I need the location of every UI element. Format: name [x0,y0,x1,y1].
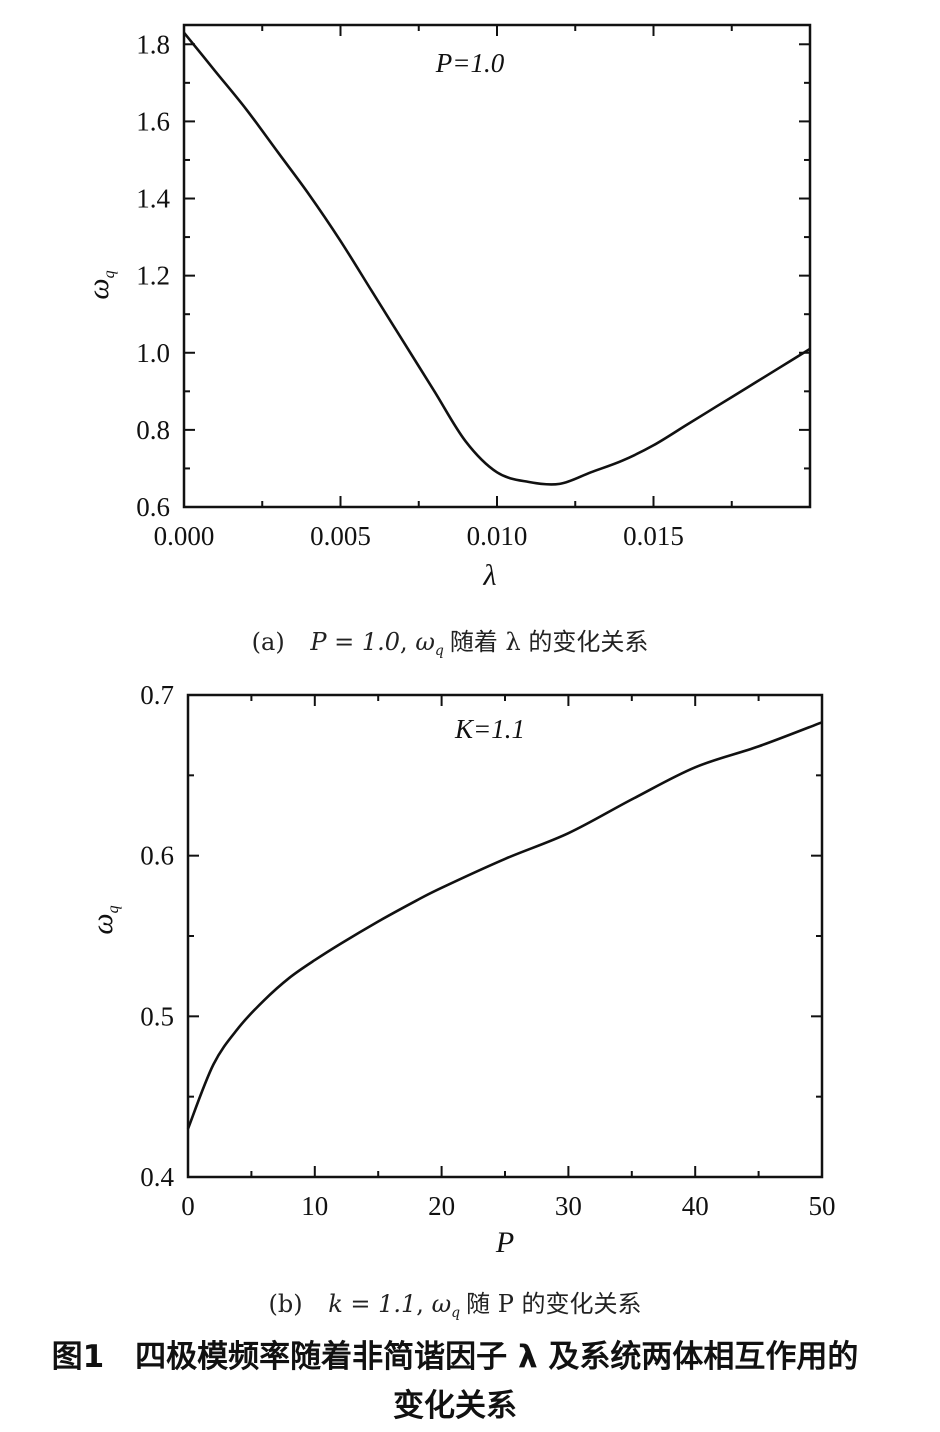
figure-title-line-1: 图1 四极模频率随着非简谐因子 λ 及系统两体相互作用的 [52,1339,859,1375]
panel-b-caption: (b) k = 1.1, ωq 随 P 的变化关系 [268,1290,641,1321]
panel-b-x-tick-label: 40 [682,1191,709,1221]
panel-b-x-tick-label: 10 [301,1191,328,1221]
panel-b-y-omega: ω [86,913,119,934]
panel-a-x-tick-label: 0.000 [154,521,215,551]
panel-b-x-tick-label: 0 [181,1191,195,1221]
svg-text:ωq: ωq [82,270,118,299]
panel-a-y-ticks: 0.6 0.8 1.0 1.2 1.4 1.6 1.8 [136,29,810,522]
panel-b-x-tick-label: 20 [428,1191,455,1221]
panel-b-y-ticks: 0.4 0.5 0.6 0.7 [140,680,822,1192]
panel-b-caption-sub: q [451,1305,460,1321]
panel-a-y-tick-label: 1.8 [136,29,170,59]
panel-b-y-tick-label: 0.4 [140,1162,174,1192]
svg-text:ωq: ωq [86,905,122,934]
panel-b-y-tick-label: 0.7 [140,680,174,710]
panel-a-y-tick-label: 1.0 [136,338,170,368]
panel-a-caption-tail: 随着 λ 的变化关系 [450,628,648,656]
panel-a-y-tick-label: 1.4 [136,184,170,214]
panel-b-x-tick-label: 30 [555,1191,582,1221]
panel-b-y-tick-label: 0.6 [140,841,174,871]
panel-b-annotation: K=1.1 [454,714,525,744]
panel-b-frame [186,693,824,1179]
panel-a-chart: 0.000 0.005 0.010 0.015 0.6 0.8 1.0 1.2 1.4 1.6 1… [82,23,812,659]
panel-a-caption-cond: P = 1.0 [309,628,400,656]
panel-b-x-axis-title: P [495,1226,514,1259]
panel-a-frame [182,23,812,509]
panel-a-x-tick-label: 0.010 [467,521,528,551]
panel-b-caption-cond: k = 1.1 [328,1290,416,1318]
figure-title-line-2: 变化关系 [393,1388,517,1424]
panel-b-caption-comma: , [416,1290,431,1318]
panel-b-x-tick-label: 50 [809,1191,836,1221]
panel-a-caption-prefix: (a) [252,628,285,656]
panel-b-y-axis-title: ωq [86,905,122,934]
panel-b-caption-omega: ω [432,1290,452,1318]
panel-b-y-sub: q [105,905,122,913]
panel-a-series-line [182,31,811,486]
panel-a-y-tick-label: 0.6 [136,492,170,522]
panel-b-chart: 0 10 20 30 40 50 0.40.50.60.7 K=1.1 P ωq (b) … [86,680,836,1321]
panel-a-caption-omega: ω [415,628,435,656]
panel-a-x-ticks: 0.000 0.005 0.010 0.015 [154,25,811,551]
panel-a-y-sub: q [101,270,118,278]
panel-b-y-tick-label: 0.5 [140,1001,174,1031]
panel-a-y-axis-title: ωq [82,270,118,299]
panel-b-series-line [186,721,823,1130]
panel-a-y-tick-label: 1.2 [136,261,170,291]
panel-a-y-omega: ω [82,278,115,299]
panel-b-caption-tail: 随 P 的变化关系 [466,1290,641,1318]
panel-a-x-tick-label: 0.005 [310,521,371,551]
panel-a-y-tick-label: 0.8 [136,415,170,445]
panel-a-caption-comma: , [400,628,415,656]
panel-a-y-tick-label: 1.6 [136,106,170,136]
panel-a-x-axis-title: λ [483,559,497,592]
panel-a-x-tick-label: 0.015 [623,521,684,551]
panel-b-caption-prefix: (b) [268,1290,302,1318]
panel-a-annotation: P=1.0 [435,48,505,78]
panel-a-caption: (a) P = 1.0, ωq 随着 λ 的变化关系 [252,628,649,659]
panel-a-caption-sub: q [435,643,444,659]
panel-b-x-ticks: 0 10 20 30 40 50 [181,695,836,1221]
